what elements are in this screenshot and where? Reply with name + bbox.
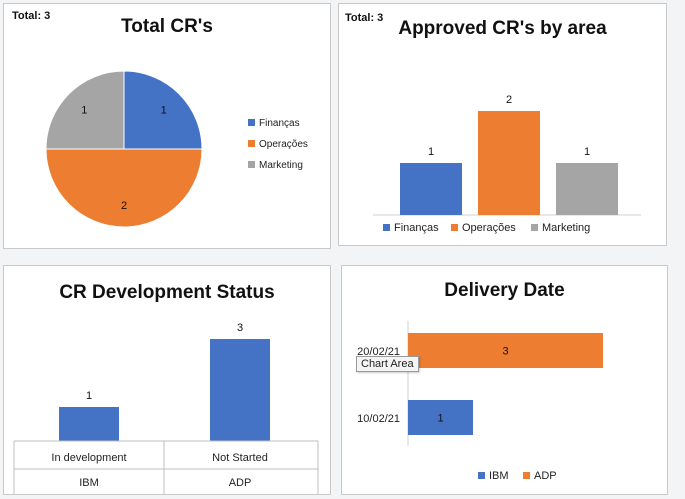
data-label: 1 bbox=[81, 104, 87, 116]
bar-not-started bbox=[210, 339, 270, 441]
bar-adp bbox=[408, 333, 603, 368]
total-crs-chart[interactable]: Total: 3 Total CR's 1 2 1 Finanças Operações… bbox=[3, 3, 331, 249]
data-label: 3 bbox=[502, 346, 508, 358]
total-label: Total: 3 bbox=[345, 12, 384, 24]
bar-chart: 1 2 1 Finanças Operações Marketing bbox=[373, 94, 641, 234]
chart-title: Delivery Date bbox=[444, 280, 565, 301]
data-label: 1 bbox=[584, 146, 590, 158]
legend-swatch bbox=[523, 472, 530, 479]
tick-label: 10/02/21 bbox=[357, 413, 400, 425]
cr-development-status-chart[interactable]: CR Development Status 1 3 In development No… bbox=[3, 265, 331, 495]
legend-swatch bbox=[478, 472, 485, 479]
data-label: 1 bbox=[428, 146, 434, 158]
legend-swatch bbox=[248, 161, 255, 168]
bar-chart: 1 3 In development Not Started IBM ADP bbox=[13, 322, 319, 494]
chart-area-tooltip: Chart Area bbox=[356, 356, 419, 372]
legend-swatch bbox=[531, 224, 538, 231]
legend-swatch bbox=[248, 119, 255, 126]
tick-label: In development bbox=[51, 452, 126, 464]
pie-chart: 1 2 1 Finanças Operações Marketing bbox=[45, 70, 308, 228]
legend-entry: Operações bbox=[259, 139, 308, 150]
delivery-date-chart[interactable]: Delivery Date 1 3 20/02/21 10/02/21 IBM ADP bbox=[341, 265, 668, 495]
bar-ibm bbox=[408, 400, 473, 435]
legend-swatch bbox=[248, 140, 255, 147]
bar-operações bbox=[478, 111, 540, 215]
data-label: 1 bbox=[437, 413, 443, 425]
pie-slice-marketing bbox=[45, 70, 125, 150]
tick-label: 20/02/21 bbox=[357, 346, 400, 358]
total-label: Total: 3 bbox=[12, 10, 51, 22]
bar-marketing bbox=[556, 163, 618, 215]
data-label: 3 bbox=[237, 322, 243, 334]
group-label: IBM bbox=[79, 477, 99, 489]
legend-swatch bbox=[383, 224, 390, 231]
bar-chart: 1 3 20/02/21 10/02/21 IBM ADP bbox=[357, 321, 603, 482]
data-label: 2 bbox=[506, 94, 512, 106]
bar-finanças bbox=[400, 163, 462, 215]
approved-crs-chart[interactable]: Total: 3 Approved CR's by area 1 2 1 Finanç… bbox=[338, 3, 667, 246]
data-label: 1 bbox=[86, 390, 92, 402]
data-label: 2 bbox=[121, 200, 127, 212]
legend-entry: IBM bbox=[489, 470, 509, 482]
legend-entry: Marketing bbox=[259, 160, 303, 171]
legend-entry: Marketing bbox=[542, 222, 590, 234]
legend-entry: Finanças bbox=[259, 118, 300, 129]
legend-entry: Finanças bbox=[394, 222, 439, 234]
legend-swatch bbox=[451, 224, 458, 231]
chart-title: CR Development Status bbox=[59, 282, 275, 303]
chart-title: Total CR's bbox=[121, 16, 213, 37]
chart-title: Approved CR's by area bbox=[398, 18, 607, 39]
legend-entry: Operações bbox=[462, 222, 516, 234]
pie-slice-finanças bbox=[123, 70, 203, 150]
data-label: 1 bbox=[161, 104, 167, 116]
bar-in-development bbox=[59, 407, 119, 441]
pie-slice-operações bbox=[45, 148, 203, 228]
legend-entry: ADP bbox=[534, 470, 557, 482]
group-label: ADP bbox=[229, 477, 252, 489]
tick-label: Not Started bbox=[212, 452, 268, 464]
